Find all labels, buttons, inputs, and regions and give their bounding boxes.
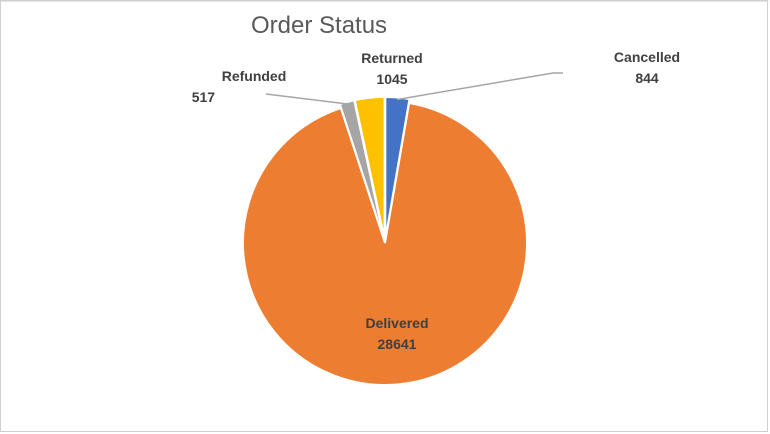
label-returned-value: 1045 xyxy=(376,71,408,87)
top-border-segment xyxy=(1,1,769,2)
leader-line-cancelled xyxy=(397,72,563,101)
label-returned-name: Returned xyxy=(361,50,423,66)
pie-slice-delivered xyxy=(242,101,528,386)
label-cancelled: Cancelled 844 xyxy=(614,47,680,89)
leader-line-refunded xyxy=(265,93,348,105)
label-cancelled-name: Cancelled xyxy=(613,49,681,65)
leader-lines xyxy=(265,72,563,105)
pie-slices xyxy=(242,96,528,386)
label-returned: Returned 1045 xyxy=(361,48,422,90)
label-refunded-name: Refunded xyxy=(221,68,287,84)
label-delivered-name: Delivered xyxy=(365,315,429,331)
label-delivered-value: 28641 xyxy=(377,336,417,352)
label-cancelled-value: 844 xyxy=(635,70,659,86)
label-refunded-value: 517 xyxy=(191,89,216,105)
pie-slice-returned xyxy=(353,96,386,240)
label-refunded: Refunded 517 xyxy=(192,66,287,108)
label-delivered: Delivered 28641 xyxy=(365,313,428,355)
chart-title: Order Status xyxy=(251,12,388,39)
